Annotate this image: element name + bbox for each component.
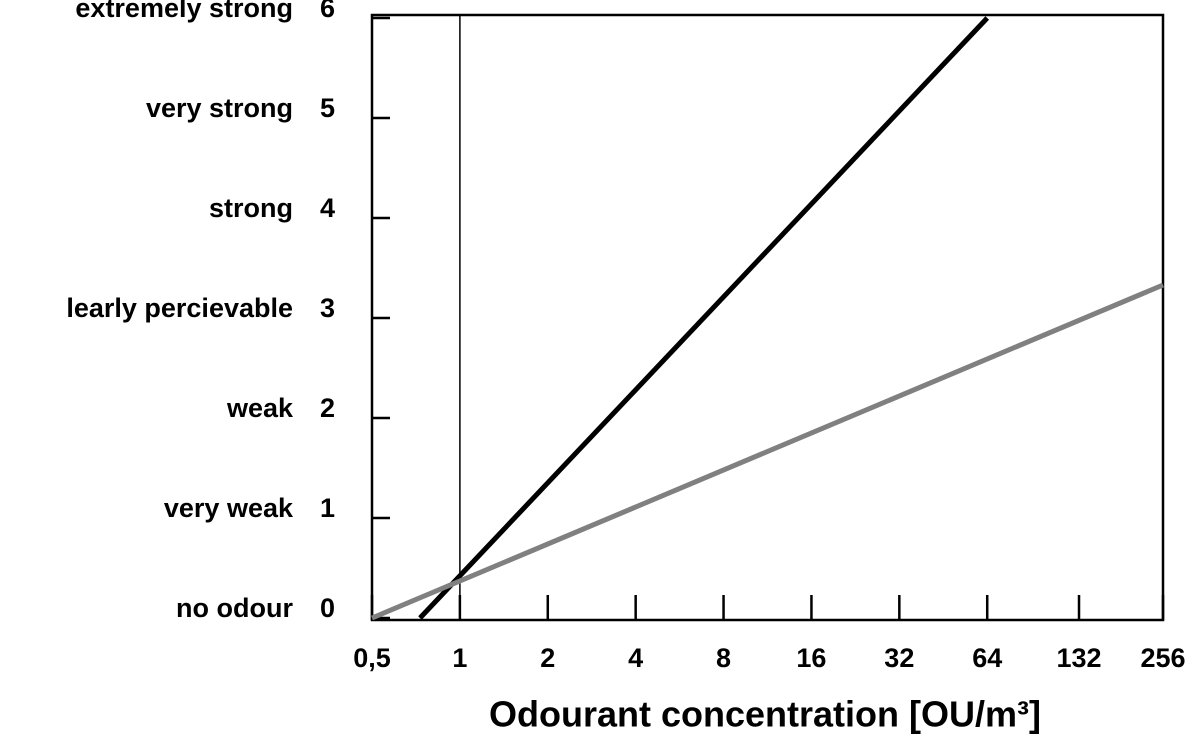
x-tick-label: 16 bbox=[796, 643, 826, 673]
y-tick-label: 3 bbox=[320, 293, 335, 323]
x-tick-label: 32 bbox=[884, 643, 914, 673]
y-tick-name: learly percievable bbox=[66, 293, 293, 323]
y-tick-name: strong bbox=[209, 193, 293, 223]
y-tick-label: 5 bbox=[320, 93, 335, 123]
x-tick-label: 1 bbox=[452, 643, 467, 673]
x-tick-label: 4 bbox=[628, 643, 643, 673]
x-tick-label: 2 bbox=[540, 643, 555, 673]
x-tick-label: 256 bbox=[1140, 643, 1185, 673]
y-tick-label: 4 bbox=[320, 193, 335, 223]
y-tick-name: weak bbox=[226, 393, 294, 423]
y-tick-name: no odour bbox=[176, 593, 293, 623]
y-tick-label: 0 bbox=[320, 593, 335, 623]
x-tick-label: 64 bbox=[972, 643, 1002, 673]
plot-frame bbox=[370, 13, 1165, 622]
x-tick-label: 132 bbox=[1056, 643, 1101, 673]
y-tick-name: very strong bbox=[146, 93, 293, 123]
y-tick-label: 2 bbox=[320, 393, 335, 423]
y-tick-label: 1 bbox=[320, 493, 335, 523]
y-tick-name: extremely strong bbox=[75, 0, 293, 23]
data-line bbox=[418, 16, 990, 620]
y-tick-name: very weak bbox=[164, 493, 294, 523]
x-tick-label: 8 bbox=[716, 643, 731, 673]
data-line bbox=[371, 282, 1164, 621]
x-axis-title: Odourant concentration [OU/m³] bbox=[489, 694, 1041, 735]
x-tick-label: 0,5 bbox=[353, 643, 391, 673]
y-tick-label: 6 bbox=[320, 0, 335, 23]
